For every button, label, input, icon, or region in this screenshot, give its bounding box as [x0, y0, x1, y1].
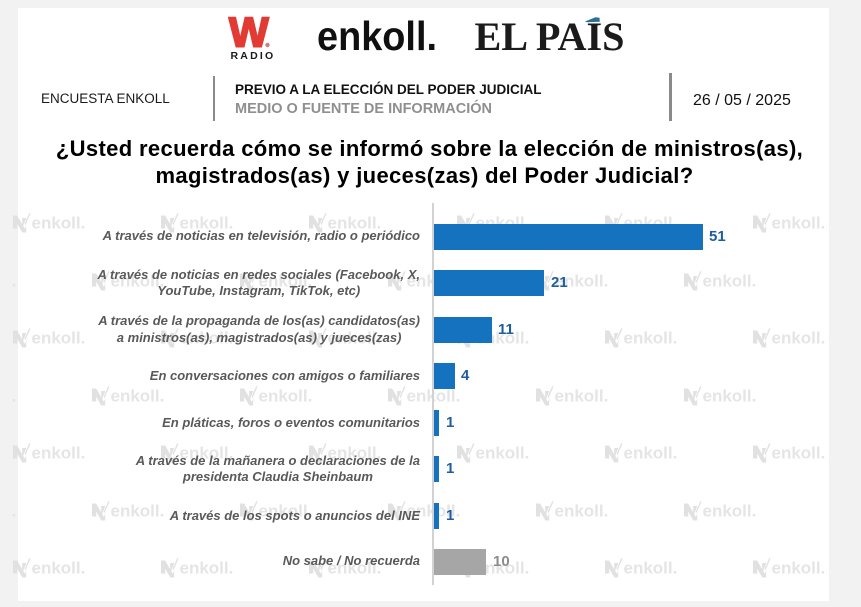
svg-text:W: W [229, 14, 269, 50]
svg-text:enkoll.: enkoll. [317, 13, 437, 59]
